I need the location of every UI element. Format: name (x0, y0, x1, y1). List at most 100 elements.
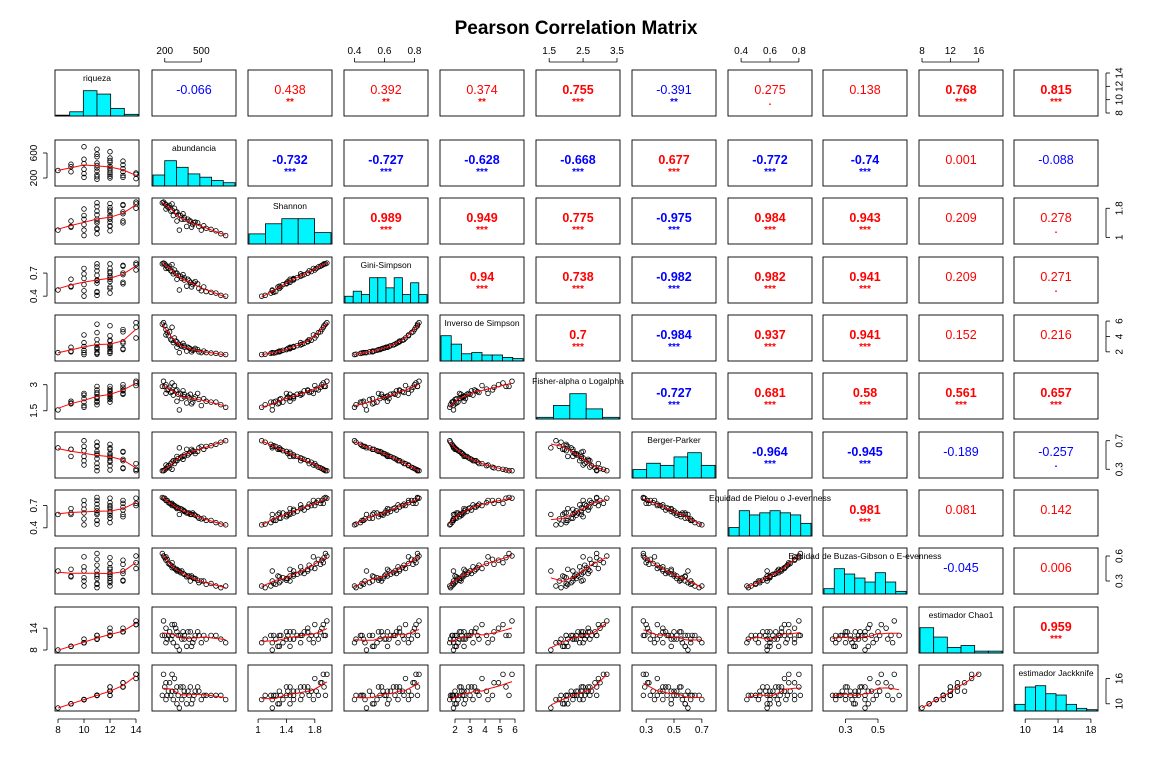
scatter-point (187, 629, 194, 635)
histogram-bar (1055, 694, 1067, 712)
scatter-point (294, 508, 300, 515)
scatter-point (94, 174, 100, 180)
smoother-line (161, 554, 226, 589)
panel-2-7: 0.984*** (727, 197, 813, 245)
correlation-value: 0.815 (1040, 83, 1071, 97)
scatter-point (647, 636, 654, 642)
scatter-point (461, 643, 467, 650)
scatter-point (363, 568, 370, 574)
scatter-point (399, 632, 406, 639)
scatter-point (218, 439, 224, 445)
scatter-point (179, 696, 185, 703)
histogram-bar (248, 233, 266, 245)
scatter-point (287, 345, 293, 351)
panel-8-5 (535, 547, 621, 595)
panel-frame (54, 547, 140, 595)
scatter-point (395, 696, 401, 703)
scatter-point (81, 392, 87, 398)
scatter-point (301, 629, 307, 635)
correlation-value: -0.984 (656, 328, 691, 342)
correlation-value: -0.391 (656, 83, 691, 97)
panel-9-0 (54, 606, 140, 654)
histogram-bar (471, 352, 483, 362)
panel-frame (535, 139, 621, 187)
scatter-point (563, 583, 569, 589)
panel-3-1 (151, 256, 237, 304)
scatter-point (107, 578, 113, 584)
panel-frame (343, 547, 429, 595)
scatter-point (94, 464, 100, 470)
significance-stars: *** (859, 459, 871, 470)
scatter-point (660, 640, 666, 646)
scatter-point (500, 559, 506, 566)
scatter-point (270, 692, 277, 699)
scatter-point (678, 629, 684, 635)
scatter-point (685, 688, 691, 694)
scatter-point (290, 696, 297, 703)
scatter-point (81, 516, 87, 522)
scatter-point (163, 462, 169, 468)
scatter-point (647, 692, 654, 699)
scatter-point (657, 564, 663, 571)
smoother-line (643, 682, 702, 699)
variable-label: estimador Chao1 (929, 610, 994, 620)
scatter-point (580, 629, 586, 635)
scatter-point (781, 632, 788, 639)
scatter-point (176, 227, 183, 233)
correlation-value: -0.982 (656, 270, 691, 284)
panel-0-3: 0.392** (343, 69, 429, 117)
scatter-point (94, 387, 100, 393)
significance-stars: *** (572, 167, 584, 178)
scatter-point (640, 618, 647, 624)
scatter-point (696, 636, 702, 642)
panel-frame (1013, 256, 1099, 304)
scatter-point (770, 688, 776, 694)
right-axis-4: 2 4 6 (1105, 318, 1125, 355)
scatter-point (654, 565, 660, 572)
scatter-point (94, 280, 100, 286)
scatter-point (485, 696, 491, 703)
panel-1-0 (54, 139, 140, 187)
smoother-line (57, 561, 137, 575)
tick-label: 12 (104, 725, 116, 736)
panel-frame (918, 197, 1004, 245)
scatter-point (791, 680, 798, 686)
histogram-bar (69, 111, 84, 117)
scatter-point (580, 462, 586, 468)
scatter-point (94, 568, 100, 574)
scatter-point (169, 632, 175, 639)
scatter-point (873, 692, 880, 699)
scatter-point (171, 565, 178, 572)
panel-9-7 (727, 606, 813, 654)
scatter-point (107, 149, 113, 155)
scatter-point (81, 453, 87, 460)
scatter-point (674, 510, 680, 516)
panel-9-1 (151, 606, 237, 654)
scatter-point (604, 671, 610, 678)
scatter-point (162, 684, 168, 690)
correlation-value: -0.045 (943, 561, 978, 575)
scatter-point (133, 267, 139, 273)
correlation-value: -0.975 (656, 211, 691, 225)
panel-7-7: Equidad de Pielou o J-evenness (709, 489, 831, 537)
scatter-point (459, 692, 466, 699)
scatter-point (278, 578, 284, 584)
panel-1-6: 0.677*** (631, 139, 717, 187)
panel-frame (631, 547, 717, 595)
significance-stars: *** (764, 459, 776, 470)
correlation-value: 0.941 (849, 270, 880, 284)
bottom-axis-8: 0.3 0.5 (839, 718, 885, 736)
scatter-point (587, 458, 593, 464)
scatter-point (585, 456, 591, 462)
scatter-point (107, 388, 113, 394)
smoother-line (550, 674, 608, 706)
histogram-bar (769, 510, 781, 537)
scatter-point (107, 564, 113, 571)
scatter-point (491, 500, 497, 507)
scatter-point (55, 511, 61, 518)
scatter-point (660, 625, 666, 631)
scatter-point (107, 452, 113, 458)
scatter-point (414, 322, 421, 329)
scatter-point (287, 398, 293, 404)
right-axis-10: 10 16 (1105, 673, 1125, 709)
